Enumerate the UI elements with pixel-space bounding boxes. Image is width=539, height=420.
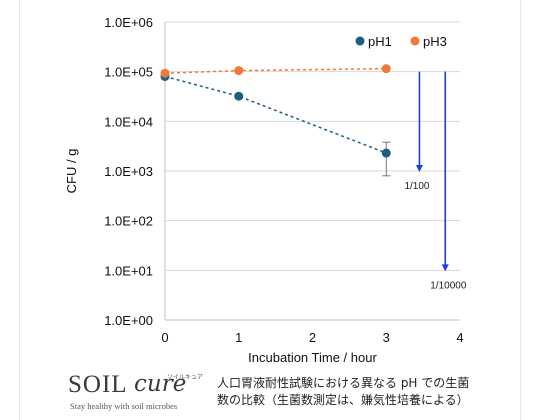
y-tick-label: 1.0E+02	[104, 214, 153, 229]
series-ph3	[160, 64, 391, 78]
logo-kana: ソイルキュア	[167, 375, 203, 381]
y-tick-label: 1.0E+01	[104, 263, 153, 278]
x-axis-title: Incubation Time / hour	[248, 350, 377, 365]
chart: 1.0E+00 1.0E+01 1.0E+02 1.0E+03 1.0E+04 1.0E+…	[64, 15, 467, 365]
x-tick-label: 4	[456, 330, 463, 345]
annotation-label: 1/100	[404, 181, 429, 192]
y-tick-label: 1.0E+05	[104, 65, 153, 80]
x-tick-label: 0	[161, 330, 168, 345]
x-tick-label: 3	[383, 330, 390, 345]
y-tick-label: 1.0E+00	[104, 313, 153, 328]
y-tick-label: 1.0E+04	[104, 114, 153, 129]
figure-frame: 1.0E+00 1.0E+01 1.0E+02 1.0E+03 1.0E+04 1.0E+…	[19, 0, 521, 420]
annotations: 1/100 1/10000	[404, 71, 467, 291]
x-tick-label: 1	[235, 330, 242, 345]
annotation-label: 1/10000	[430, 280, 467, 291]
axes: 1.0E+00 1.0E+01 1.0E+02 1.0E+03 1.0E+04 1.0E+…	[64, 15, 464, 365]
series-ph1	[160, 71, 391, 177]
data-point	[381, 148, 391, 158]
y-tick-label: 1.0E+06	[104, 15, 153, 30]
legend-marker	[410, 36, 420, 46]
series-line-ph1	[164, 75, 387, 154]
data-point	[234, 91, 244, 101]
legend-label: pH1	[368, 34, 392, 49]
legend-marker	[355, 36, 365, 46]
arrow-head	[441, 264, 449, 272]
y-axis-title: CFU / g	[64, 149, 79, 194]
data-point	[381, 64, 391, 74]
annotation-arrow: 1/10000	[430, 71, 467, 291]
logo-word: SOIL	[68, 371, 128, 398]
figure-caption: 人口胃液耐性試験における異なる pH での生菌 数の比較（生菌数測定は、嫌気性培…	[217, 375, 517, 409]
series-layer	[160, 64, 391, 177]
legend-label: pH3	[423, 34, 447, 49]
logo-script: cure	[134, 371, 187, 397]
legend: pH1 pH3	[355, 34, 447, 49]
data-point	[160, 68, 170, 78]
annotation-arrow: 1/100	[404, 71, 430, 192]
logo-tagline: Stay healthy with soil microbes	[70, 401, 178, 411]
data-point	[234, 66, 244, 76]
caption-line-1: 人口胃液耐性試験における異なる pH での生菌	[217, 376, 470, 390]
y-tick-label: 1.0E+03	[104, 164, 153, 179]
soilcure-logo: SOIL cure ソイルキュア Stay healthy with soil …	[68, 371, 208, 415]
caption-line-2: 数の比較（生菌数測定は、嫌気性培養による）	[217, 393, 469, 407]
x-tick-label: 2	[309, 330, 316, 345]
series-line-ph3	[164, 67, 387, 74]
arrow-head	[415, 165, 423, 172]
gridlines	[165, 21, 460, 271]
